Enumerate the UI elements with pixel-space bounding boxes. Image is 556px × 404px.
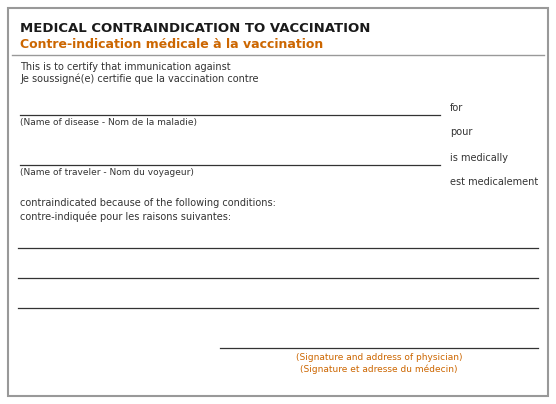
Text: (Signature et adresse du médecin): (Signature et adresse du médecin) (300, 365, 458, 375)
Text: (Signature and address of physician): (Signature and address of physician) (296, 353, 462, 362)
Text: (Name of disease - Nom de la maladie): (Name of disease - Nom de la maladie) (20, 118, 197, 127)
Text: Je soussigné(e) certifie que la vaccination contre: Je soussigné(e) certifie que la vaccinat… (20, 74, 259, 84)
Text: This is to certify that immunication against: This is to certify that immunication aga… (20, 62, 231, 72)
Text: est medicalement: est medicalement (450, 177, 538, 187)
Text: for: for (450, 103, 463, 113)
Text: contre-indiquée pour les raisons suivantes:: contre-indiquée pour les raisons suivant… (20, 211, 231, 221)
Text: Contre-indication médicale à la vaccination: Contre-indication médicale à la vaccinat… (20, 38, 323, 51)
Text: MEDICAL CONTRAINDICATION TO VACCINATION: MEDICAL CONTRAINDICATION TO VACCINATION (20, 22, 370, 35)
Text: (Name of traveler - Nom du voyageur): (Name of traveler - Nom du voyageur) (20, 168, 194, 177)
Text: is medically: is medically (450, 153, 508, 163)
Text: pour: pour (450, 127, 473, 137)
Text: contraindicated because of the following conditions:: contraindicated because of the following… (20, 198, 276, 208)
